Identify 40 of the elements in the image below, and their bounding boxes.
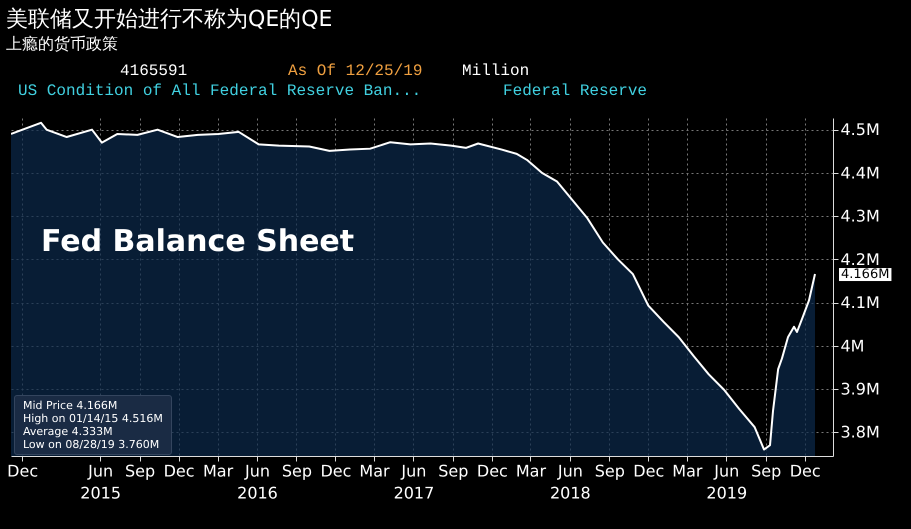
- x-tick-label: Sep: [751, 462, 782, 480]
- x-tick-label: Sep: [438, 462, 468, 480]
- annotation: Average 4.333M: [23, 425, 114, 438]
- text: 4165591: [120, 62, 188, 80]
- text: Million: [462, 62, 530, 80]
- y-tick-label: 4M: [840, 336, 864, 356]
- x-tick-label: Jun 2018: [550, 462, 591, 502]
- x-tick-label: Dec: [7, 462, 38, 480]
- y-tick-label: 3.8M: [840, 422, 880, 442]
- text: As Of 12/25/19: [288, 62, 422, 80]
- annotation: Fed Balance Sheet: [41, 224, 354, 259]
- chart-title: 美联储又开始进行不称为QE的QE: [6, 6, 332, 34]
- y-tick-label: 4.5M: [840, 120, 880, 140]
- annotation: Mid Price 4.166M: [23, 399, 118, 412]
- annotation: Low on 08/28/19 3.760M: [23, 438, 160, 451]
- text: US Condition of All Federal Reserve Ban...: [18, 82, 422, 100]
- x-tick-label: Mar: [516, 462, 546, 480]
- x-tick-label: Jun 2019: [706, 462, 748, 502]
- x-tick-label: Jun 2016: [237, 462, 278, 502]
- x-tick-label: Sep: [594, 462, 625, 480]
- x-tick-label: Jun 2017: [394, 462, 434, 502]
- x-tick-label: Jun 2015: [80, 462, 121, 502]
- y-tick-label: 4.1M: [840, 293, 880, 312]
- x-tick-label: Dec: [790, 462, 821, 480]
- y-tick-label: 4.4M: [840, 163, 880, 182]
- x-tick-label: Dec: [164, 462, 195, 480]
- x-tick-label: Dec: [476, 462, 508, 480]
- text: Federal Reserve: [503, 82, 648, 100]
- y-tick-label: 3.9M: [840, 380, 880, 399]
- annotation: High on 01/14/15 4.516M: [23, 412, 163, 425]
- x-tick-label: Mar: [359, 462, 390, 480]
- x-tick-label: Dec: [633, 462, 664, 480]
- y-tick-label: 4.2M: [840, 250, 880, 269]
- x-tick-label: Mar: [202, 462, 234, 480]
- x-tick-label: Mar: [672, 462, 703, 480]
- x-tick-label: Sep: [124, 462, 156, 480]
- y-tick-label: 4.3M: [840, 206, 880, 226]
- chart-subtitle: 上瘾的货币政策: [6, 34, 118, 55]
- x-tick-label: Sep: [282, 462, 312, 480]
- x-tick-label: Dec: [320, 462, 352, 480]
